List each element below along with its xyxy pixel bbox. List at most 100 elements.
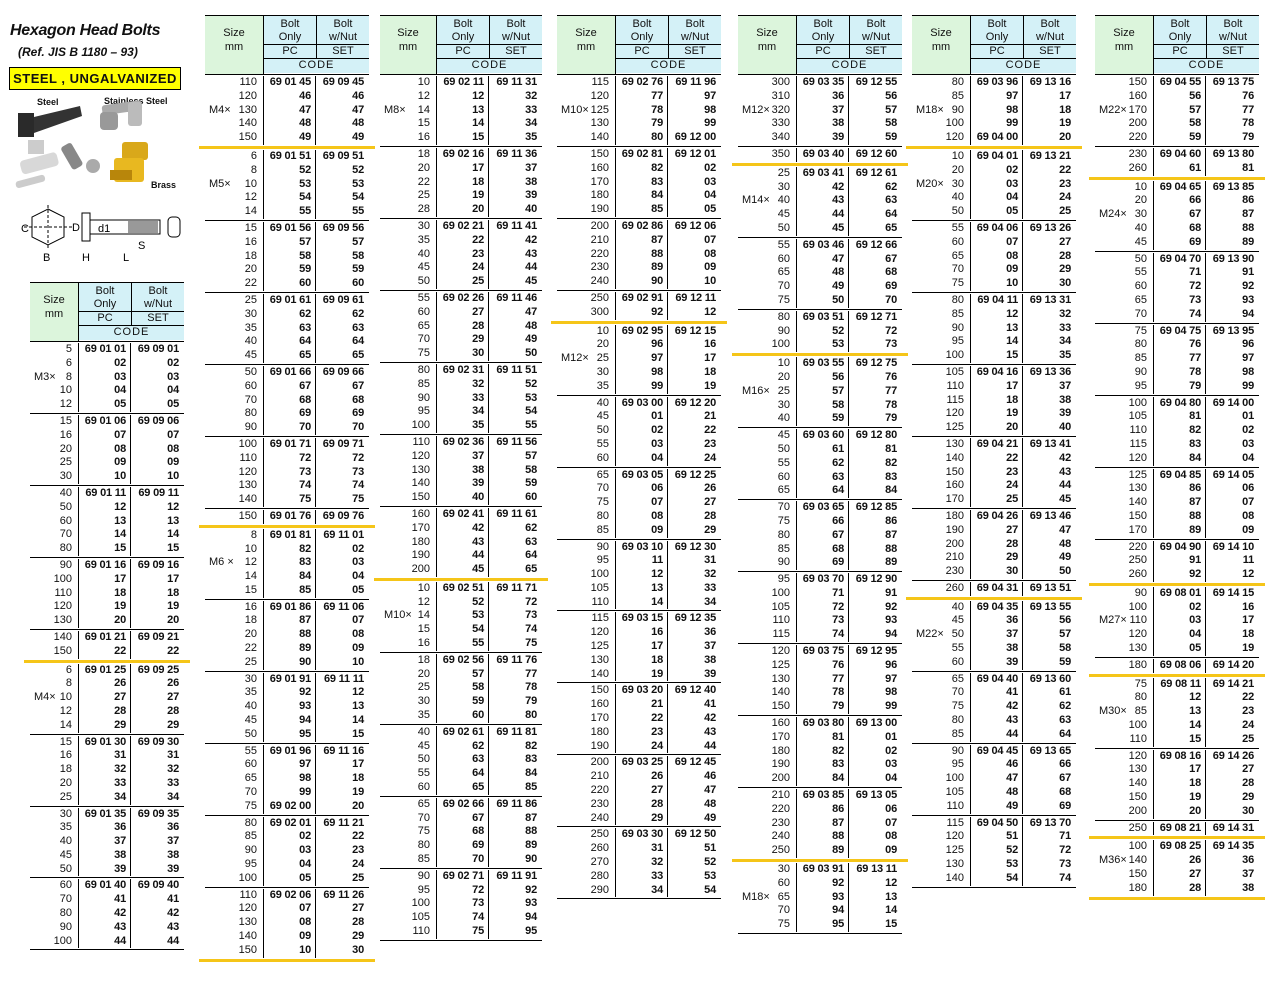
size-cell: 100 — [380, 897, 436, 911]
table-row: 40 23 43 — [380, 247, 542, 262]
table-row: 90 69 04 45 69 13 65 — [912, 744, 1076, 759]
size-cell: 50 — [912, 205, 970, 219]
bolt-only-code: 59 — [796, 412, 848, 427]
size-value: 80 — [951, 714, 964, 727]
table-row: 35 22 42 — [380, 233, 542, 248]
bolt-only-line2: Only — [811, 31, 835, 43]
pc-header: PC — [264, 45, 316, 59]
size-value: 115 — [772, 628, 790, 641]
bolt-only-code: 44 — [796, 208, 848, 222]
size-value: 50 — [244, 365, 257, 378]
size-value: 125 — [590, 103, 609, 116]
bolt-with-nut-code: 02 — [848, 744, 901, 759]
bolt-with-nut-code: 94 — [1205, 307, 1258, 322]
bolt-with-nut-code: 09 — [130, 456, 183, 471]
bolt-with-nut-code: 04 — [1205, 451, 1258, 466]
bolt-with-nut-code: 70 — [848, 293, 901, 308]
bolt-only-line2: Only — [985, 31, 1009, 43]
bolt-with-nut-code: 24 — [1022, 191, 1075, 206]
size-value: 90 — [777, 556, 790, 569]
size-group: 16 69 01 86 69 11 06 18 87 07 20 88 08 22 89 09 25 90… — [205, 598, 369, 671]
size-value: 110 — [946, 379, 964, 392]
size-value: 220 — [771, 802, 790, 815]
size-value: 18 — [59, 763, 72, 776]
bolt-type-header-row: Bolt Only Bolt w/Nut — [797, 16, 902, 45]
table-row: 75 10 30 — [912, 277, 1076, 291]
bolt-nut-line1: Bolt — [148, 285, 168, 297]
bolt-only-code: 68 — [1153, 221, 1205, 236]
size-value: 120 — [590, 626, 609, 639]
size-cell: 150 — [738, 700, 796, 714]
table-row: 55 62 82 — [738, 456, 902, 471]
bolt-with-nut-code: 88 — [848, 542, 901, 557]
size-value: 6 — [65, 663, 72, 676]
bolt-type-header-row: Bolt Only Bolt w/Nut — [616, 16, 721, 45]
size-cell: 120 — [912, 131, 970, 145]
table-row: 30 69 01 35 69 09 35 — [30, 807, 184, 822]
bolt-only-code: 69 01 06 — [78, 414, 130, 429]
code-header: Bolt Only Bolt w/Nut PC SET CODE — [615, 16, 721, 74]
bolt-only-code: 33 — [615, 869, 667, 884]
size-cell: 45 — [30, 849, 78, 863]
table-row: 140 19 39 — [557, 667, 721, 682]
size-value: 50 — [951, 205, 964, 218]
size-header-label: Size — [756, 27, 778, 39]
size-value: 110 — [1129, 424, 1147, 437]
size-value: 350 — [771, 147, 790, 160]
size-value: 75 — [951, 700, 964, 713]
table-row: 85 12 32 — [912, 307, 1076, 322]
bolt-only-code: 20 — [1153, 804, 1205, 819]
bolt-with-nut-code: 13 — [315, 700, 368, 715]
bolt-only-code: 89 — [615, 261, 667, 276]
size-cell: 130 — [205, 479, 263, 493]
bolt-with-nut-code: 69 13 41 — [1022, 437, 1075, 452]
bolt-with-nut-code: 59 — [848, 131, 901, 145]
table-row: 30 69 02 21 69 11 41 — [380, 219, 542, 234]
bolt-with-nut-code: 58 — [1022, 642, 1075, 656]
size-value: 160 — [771, 717, 790, 730]
size-value: 210 — [590, 233, 609, 246]
size-value: 150 — [1128, 76, 1147, 88]
size-cell: 115 — [738, 628, 796, 642]
size-value: 22 — [244, 277, 257, 290]
table-row: 125 52 72 — [912, 844, 1076, 859]
bolt-only-code: 09 — [263, 930, 315, 944]
bolt-only-line1: Bolt — [813, 18, 833, 30]
bolt-only-header: Bolt Only — [616, 16, 668, 45]
bolt-with-nut-code: 75 — [315, 493, 368, 507]
table-row: 50 69 04 70 69 13 90 — [1095, 252, 1259, 267]
table-row: 35 92 12 — [205, 686, 369, 701]
bolt-only-code: 69 03 65 — [796, 501, 848, 515]
size-cell: 110 — [205, 76, 263, 90]
set-header: SET — [849, 45, 902, 59]
column-end-rule — [30, 949, 184, 951]
bolt-with-nut-code: 73 — [315, 465, 368, 480]
size-group: 115 69 04 50 69 13 70 120 51 71 125 52 72 130 53 73… — [912, 814, 1076, 887]
table-row: 35 60 80 — [380, 709, 542, 723]
size-cell: 30 — [380, 220, 436, 234]
size-cell: 200 — [1095, 805, 1153, 819]
bolt-with-nut-code: 32 — [488, 89, 541, 104]
size-cell: 45 — [380, 740, 436, 754]
bolt-with-nut-code: 69 12 06 — [667, 219, 720, 234]
table-row: 120 69 08 16 69 14 26 — [1095, 749, 1259, 764]
bolt-with-nut-code: 82 — [848, 456, 901, 471]
bolt-with-nut-code: 88 — [488, 825, 541, 840]
bolt-with-nut-code: 87 — [488, 811, 541, 826]
size-value: 80 — [951, 293, 964, 306]
thread-label: M22× — [1099, 103, 1127, 116]
size-cell: 75 — [912, 277, 970, 291]
size-cell: 100 — [1095, 719, 1153, 733]
bolt-only-code: 87 — [615, 233, 667, 248]
size-cell: 140 — [557, 668, 615, 682]
size-cell: 160 — [1095, 90, 1153, 104]
bolt-only-code: 67 — [436, 811, 488, 826]
table-row: 100 69 08 25 69 14 35 — [1095, 840, 1259, 855]
table-row: 55 69 02 26 69 11 46 — [380, 291, 542, 306]
thread-label: M12× — [742, 103, 770, 116]
bolt-with-nut-code: 26 — [130, 677, 183, 692]
size-value: 230 — [590, 797, 609, 810]
table-row: 70 68 68 — [205, 393, 369, 408]
table-row: 85 09 29 — [557, 523, 721, 538]
bolt-nut-line2: w/Nut — [501, 31, 531, 43]
